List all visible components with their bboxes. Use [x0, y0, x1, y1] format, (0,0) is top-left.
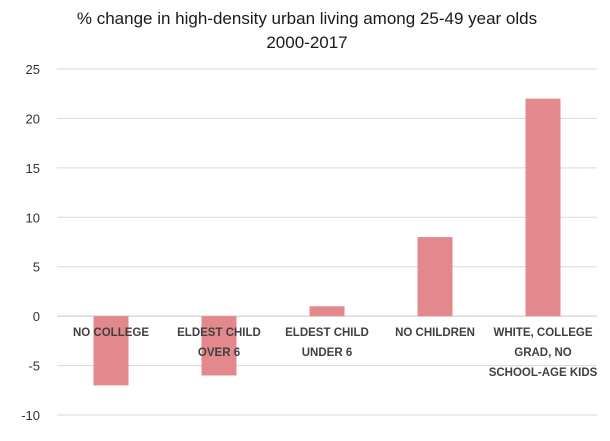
bar: [93, 316, 129, 386]
category-label: NO CHILDREN: [395, 327, 475, 339]
chart-title-line: 2000-2017: [266, 33, 347, 52]
y-tick-label: 20: [26, 111, 40, 126]
category-label: WHITE, COLLEGE GRAD, NO SCHOOL-AGE KIDS: [489, 327, 598, 379]
bar: [309, 306, 345, 317]
y-tick-label: 10: [26, 210, 40, 225]
category-label: ELDEST CHILD OVER 6: [177, 327, 261, 359]
y-tick-label: 0: [33, 309, 40, 324]
y-tick-label: -10: [21, 408, 40, 423]
y-gridlines: [57, 68, 597, 416]
y-tick-label: 5: [33, 260, 40, 275]
bar: [417, 237, 453, 317]
bar: [201, 316, 237, 376]
chart-title: % change in high-density urban living am…: [77, 9, 537, 52]
y-tick-label: 25: [26, 62, 40, 77]
y-tick-label: -5: [28, 359, 40, 374]
category-label: NO COLLEGE: [73, 327, 149, 339]
bars: [93, 98, 561, 386]
chart-title-line: % change in high-density urban living am…: [77, 9, 537, 28]
y-axis-tick-labels: -10 -5 0 5 10 15 20 25: [21, 62, 40, 423]
y-tick-label: 15: [26, 161, 40, 176]
bar: [525, 98, 561, 317]
category-label: ELDEST CHILD UNDER 6: [285, 327, 369, 359]
category-labels: NO COLLEGE ELDEST CHILD OVER 6 ELDEST CHILD…: [73, 327, 598, 379]
